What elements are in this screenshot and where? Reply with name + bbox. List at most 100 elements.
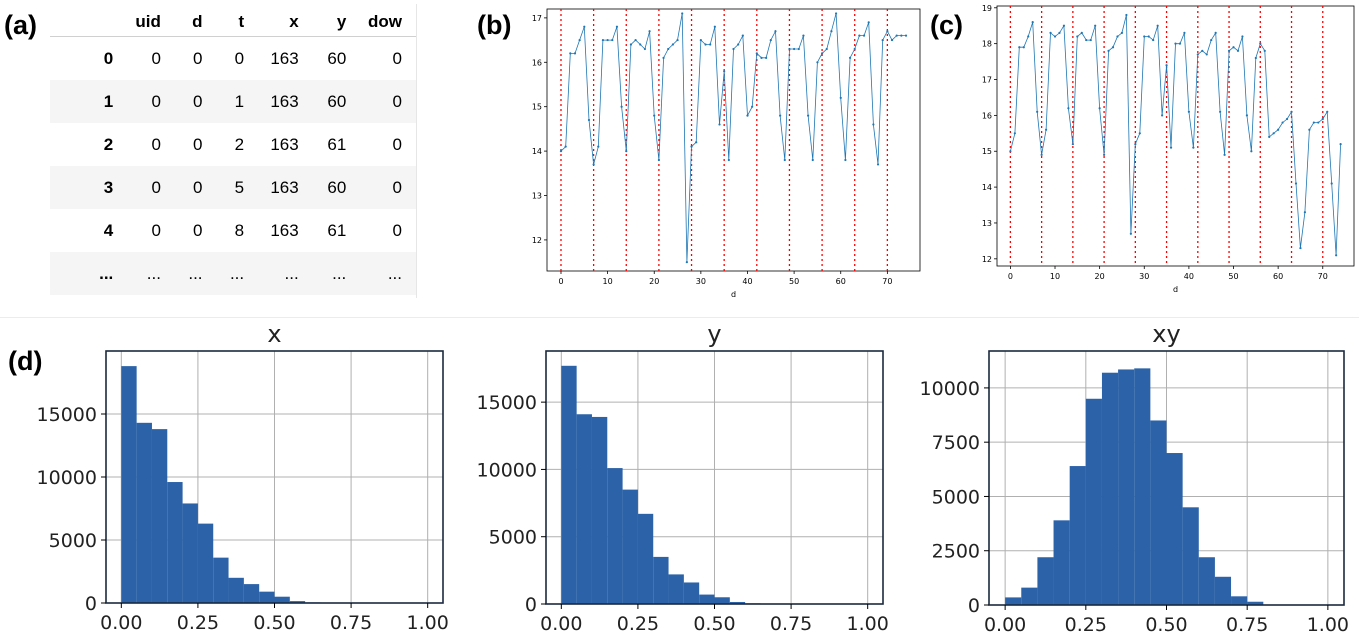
- histogram-bar: [1053, 520, 1070, 605]
- y-tick-label: 5000: [49, 530, 97, 552]
- x-tick-label: 0.50: [253, 612, 295, 634]
- x-tick-label: 10: [603, 277, 613, 286]
- data-point: [1152, 38, 1155, 42]
- row-index: 0: [103, 48, 114, 68]
- data-point: [820, 52, 824, 55]
- data-point: [1285, 117, 1289, 121]
- histogram-bar: [1182, 507, 1199, 605]
- histogram-bar: [1101, 372, 1119, 605]
- histogram-bar: [151, 429, 168, 603]
- data-point: [1277, 128, 1280, 131]
- data-point: [699, 38, 702, 42]
- table-cell: 0: [392, 91, 402, 111]
- data-point: [1058, 31, 1061, 34]
- data-point: [1272, 132, 1275, 135]
- histogram-bar: [607, 468, 623, 604]
- data-point: [1107, 49, 1110, 52]
- table-cell: 0: [151, 177, 161, 197]
- data-point: [886, 30, 889, 33]
- header-t: t: [238, 12, 245, 31]
- y-tick-label: 0: [525, 594, 537, 616]
- table-cell: ...: [229, 263, 245, 283]
- data-point: [1022, 46, 1025, 49]
- data-point: [1125, 13, 1128, 17]
- histogram-bar: [1021, 587, 1038, 605]
- data-point: [1312, 121, 1315, 124]
- line-chart-b: 0 10 20 30 40 50 60 70 12 13 14 15 16 17 d: [532, 8, 921, 299]
- y-tick-label: 2500: [932, 541, 980, 563]
- data-point: [1169, 146, 1173, 149]
- data-point: [1339, 142, 1342, 146]
- table-cell: 0: [392, 134, 402, 154]
- dataframe-table: uid d t x y dow 0 0 0 0 163 60 0 1 0 0 1…: [50, 8, 416, 295]
- data-point: [1053, 35, 1057, 38]
- table-row: 4 0 0 8 163 61 0: [50, 209, 416, 252]
- data-point: [811, 158, 814, 162]
- data-point: [779, 114, 782, 117]
- data-point: [867, 21, 870, 24]
- x-tick-label: 0.00: [100, 612, 142, 634]
- histogram-bar: [213, 557, 229, 603]
- table-cell: 0: [151, 220, 161, 240]
- data-point: [1317, 121, 1320, 124]
- x-tick-label: 70: [882, 277, 892, 286]
- data-point: [1013, 132, 1016, 135]
- table-row: ... ... ... ... ... ... ...: [50, 252, 416, 295]
- data-point: [671, 43, 674, 46]
- data-point: [746, 114, 749, 117]
- data-point: [653, 114, 656, 117]
- data-point: [564, 145, 567, 148]
- data-point: [1201, 49, 1204, 52]
- table-cell: 0: [234, 48, 245, 68]
- data-point: [1036, 110, 1039, 113]
- x-tick-label: 20: [649, 277, 659, 286]
- histogram-bar: [683, 582, 700, 604]
- x-tick-label: 0.00: [984, 614, 1026, 636]
- data-point: [858, 34, 861, 37]
- data-point: [1299, 246, 1302, 250]
- data-point: [569, 52, 572, 55]
- x-tick-label: 20: [1095, 272, 1105, 281]
- x-tick-label: 30: [696, 277, 706, 286]
- table-row: 0 0 0 0 163 60 0: [50, 36, 416, 80]
- table-cell: ...: [188, 263, 203, 283]
- data-point: [1071, 142, 1074, 146]
- y-tick-label: 5000: [489, 527, 537, 549]
- histogram-bar: [1214, 576, 1232, 605]
- x-tick-label: 1.00: [1307, 614, 1349, 636]
- table-cell: 0: [151, 134, 161, 154]
- histogram-bar: [714, 597, 730, 604]
- y-tick-label: 12: [532, 236, 542, 245]
- row-index: 3: [103, 177, 114, 197]
- data-point: [737, 43, 740, 46]
- data-point: [1205, 53, 1208, 56]
- data-point: [751, 105, 754, 108]
- y-tick-label: 15000: [37, 404, 97, 426]
- data-point: [1129, 232, 1132, 235]
- y-tick-label: 5000: [932, 486, 980, 508]
- y-tick-label: 13: [982, 219, 992, 228]
- data-point: [1187, 110, 1190, 113]
- histogram-bar: [243, 584, 260, 603]
- histogram-bar: [699, 594, 715, 604]
- table-cell: 0: [193, 220, 203, 240]
- x-axis-label: d: [731, 290, 736, 299]
- data-point: [1335, 254, 1338, 257]
- data-point: [676, 38, 679, 42]
- histogram-bar: [653, 556, 669, 604]
- data-point: [1040, 153, 1043, 156]
- data-point: [704, 43, 707, 46]
- histogram-bar: [167, 482, 183, 603]
- table-header-row: uid d t x y dow: [50, 8, 416, 37]
- x-tick-label: 0.50: [1145, 614, 1187, 636]
- table-cell: 60: [327, 48, 347, 68]
- data-point: [1281, 121, 1284, 124]
- table-edge: [416, 4, 417, 298]
- table-cell: 1: [234, 91, 245, 111]
- data-point: [900, 34, 903, 37]
- histogram-bar: [1166, 453, 1183, 605]
- y-tick-label: 18: [982, 40, 992, 49]
- data-point: [1094, 24, 1097, 27]
- data-point: [1268, 135, 1271, 138]
- data-point: [639, 43, 642, 46]
